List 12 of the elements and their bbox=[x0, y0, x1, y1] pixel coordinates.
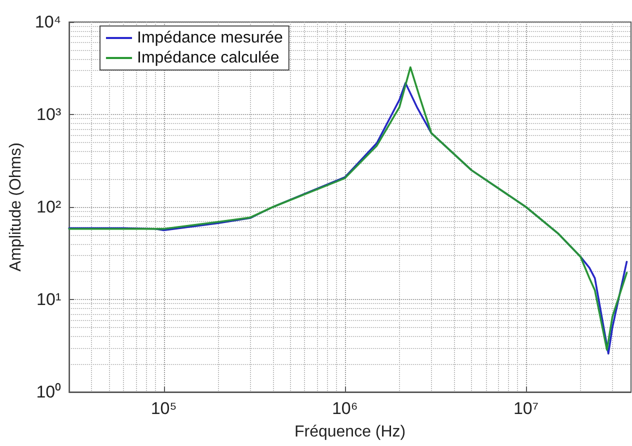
x-tick-label: 10⁷ bbox=[513, 399, 539, 418]
y-tick-label: 10¹ bbox=[36, 290, 62, 309]
x-tick-label: 10⁵ bbox=[150, 399, 177, 418]
y-tick-label: 10² bbox=[36, 198, 62, 216]
legend-label: Impédance calculée bbox=[137, 50, 280, 66]
y-axis-title: Amplitude (Ohms) bbox=[8, 142, 24, 272]
y-tick-label: 10⁴ bbox=[34, 12, 62, 32]
legend-label: Impédance mesurée bbox=[137, 30, 283, 46]
x-tick-label: 10⁶ bbox=[332, 399, 358, 418]
y-tick-label: 10³ bbox=[36, 105, 62, 124]
y-tick-label: 10⁰ bbox=[36, 382, 62, 402]
x-axis-title: Fréquence (Hz) bbox=[294, 424, 406, 440]
